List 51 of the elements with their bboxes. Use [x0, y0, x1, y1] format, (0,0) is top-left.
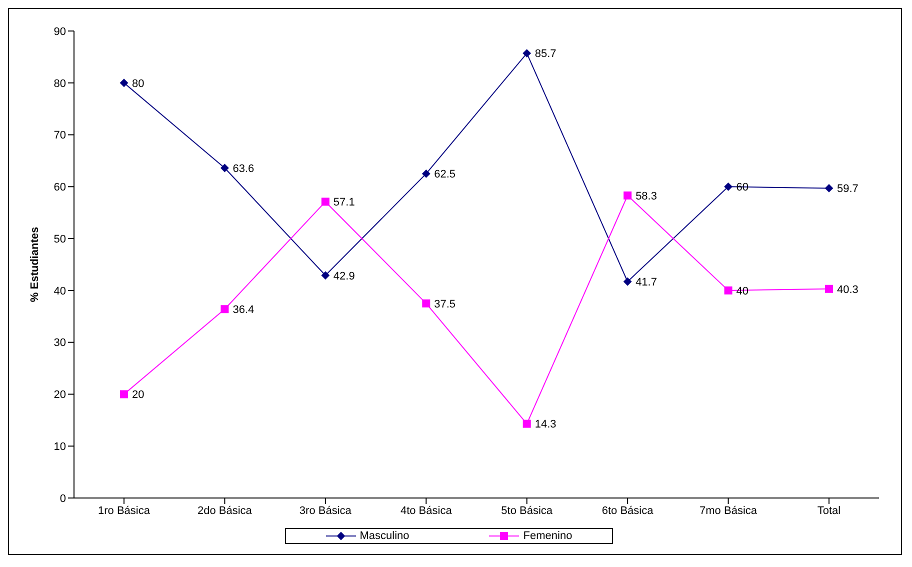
data-label: 59.7: [837, 183, 858, 196]
point: [624, 278, 632, 286]
data-label: 57.1: [333, 196, 355, 209]
point: [825, 184, 833, 192]
y-tick-label: 80: [54, 78, 66, 90]
legend-label: Masculino: [360, 530, 410, 542]
y-tick-label: 90: [54, 26, 66, 38]
data-label: 58.3: [636, 190, 657, 202]
x-tick-label: 2do Básica: [197, 504, 253, 517]
x-tick-label: 7mo Básica: [700, 504, 758, 517]
y-tick-label: 60: [54, 182, 66, 194]
point: [724, 182, 732, 191]
y-tick-label: 70: [54, 130, 66, 142]
data-label: 20: [132, 389, 144, 402]
x-tick-label: 1ro Básica: [98, 504, 151, 517]
point: [220, 305, 229, 314]
y-tick-label: 10: [54, 441, 66, 454]
x-tick-label: 6to Básica: [602, 504, 654, 517]
point: [422, 170, 430, 178]
y-axis-title: % Estudiantes: [28, 226, 41, 302]
point: [825, 284, 833, 293]
data-label: 40.3: [837, 284, 858, 296]
x-tick-label: 3ro Básica: [299, 504, 352, 517]
x-tick-label: 5to Básica: [501, 504, 554, 517]
data-label: 36.4: [232, 304, 254, 316]
y-tick-label: 40: [54, 285, 66, 298]
point: [321, 271, 330, 280]
data-label: 41.7: [636, 276, 657, 289]
y-tick-label: 20: [54, 389, 66, 402]
point: [522, 49, 531, 58]
point: [120, 390, 128, 398]
point: [422, 299, 430, 308]
point: [220, 164, 229, 172]
y-tick-label: 30: [54, 337, 66, 350]
y-tick-label: 50: [54, 233, 66, 246]
point: [522, 420, 531, 428]
point: [321, 198, 330, 206]
data-label: 14.3: [534, 418, 556, 431]
point: [120, 78, 128, 87]
x-tick-label: Total: [817, 504, 841, 517]
legend-label: Femenino: [523, 530, 572, 542]
point: [724, 286, 732, 294]
data-label: 37.5: [434, 298, 456, 310]
y-tick-label: 0: [60, 492, 66, 505]
data-label: 42.9: [333, 270, 355, 282]
point: [624, 191, 632, 200]
data-label: 63.6: [232, 162, 254, 175]
data-label: 62.5: [434, 168, 456, 181]
data-label: 80: [132, 78, 144, 90]
x-tick-label: 4to Básica: [400, 504, 453, 517]
data-label: 85.7: [534, 48, 556, 60]
